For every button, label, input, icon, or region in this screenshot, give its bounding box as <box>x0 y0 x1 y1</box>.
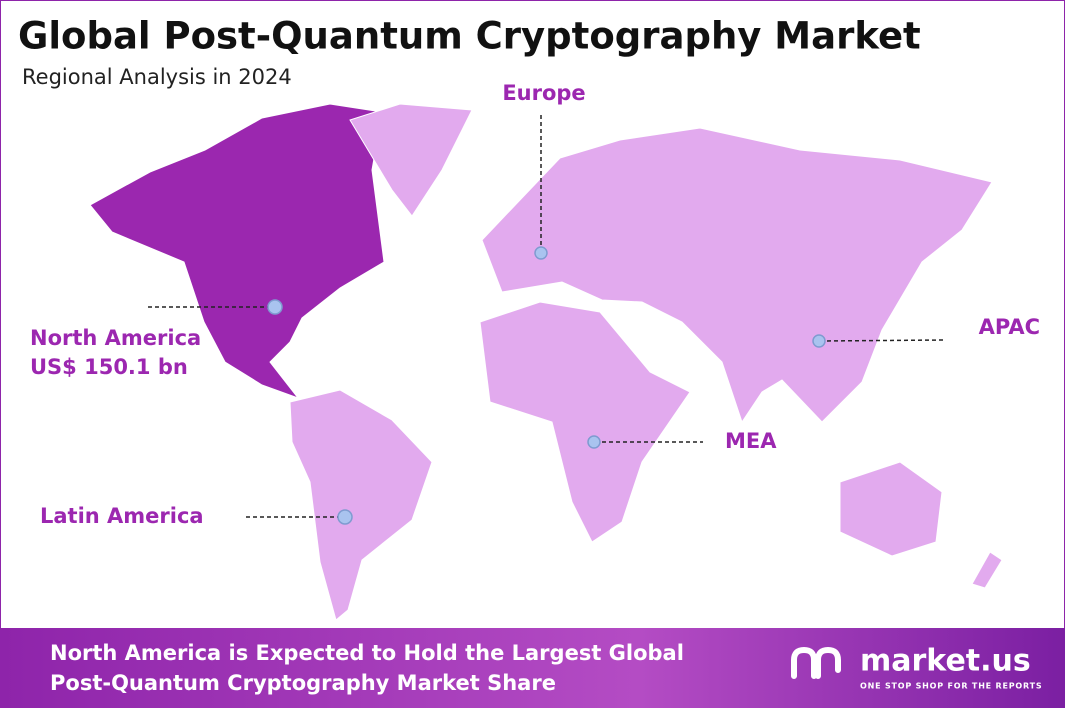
region-label: North America <box>30 326 201 350</box>
subtitle: Regional Analysis in 2024 <box>22 65 292 89</box>
logo-icon <box>791 646 841 679</box>
logo: market.us ONE STOP SHOP FOR THE REPORTS <box>791 644 1042 691</box>
region-label: Europe <box>502 81 585 105</box>
region-label: MEA <box>725 429 777 453</box>
region-label: Latin America <box>40 504 204 528</box>
greenland <box>349 103 473 217</box>
eurasia <box>481 127 993 424</box>
region-label: APAC <box>979 315 1040 339</box>
footer-text: North America is Expected to Hold the La… <box>50 641 684 665</box>
callouts: Europe North America US$ 150.1 bn APAC M… <box>30 81 1040 528</box>
australia <box>839 461 943 557</box>
africa <box>479 301 691 543</box>
marker <box>267 299 283 315</box>
brand: market.us <box>860 644 1031 679</box>
marker <box>812 334 826 348</box>
region-value: US$ 150.1 bn <box>30 355 188 379</box>
tagline: ONE STOP SHOP FOR THE REPORTS <box>860 682 1042 691</box>
marker <box>534 246 548 260</box>
north-america <box>89 103 385 400</box>
south-america <box>289 389 433 621</box>
footer-band <box>0 628 1065 708</box>
footer-text: Post-Quantum Cryptography Market Share <box>50 671 556 695</box>
new-zealand <box>971 551 1003 589</box>
title: Global Post-Quantum Cryptography Market <box>18 15 921 58</box>
world-map <box>89 103 1003 621</box>
marker <box>587 435 601 449</box>
marker <box>337 509 353 525</box>
